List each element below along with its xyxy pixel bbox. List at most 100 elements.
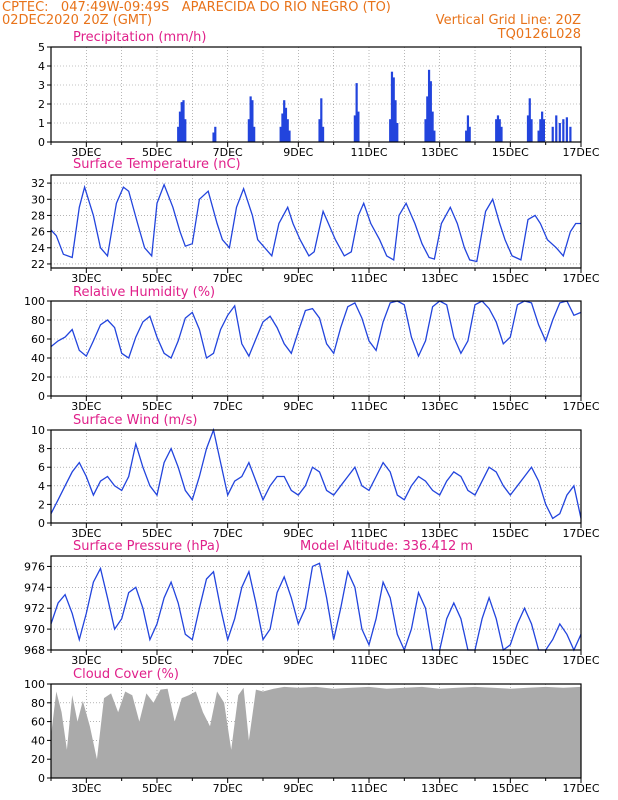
precip-bar <box>180 102 183 142</box>
x-tick-label: 13DEC <box>421 146 458 159</box>
precip-bar <box>212 132 215 142</box>
x-tick-label: 15DEC <box>492 146 529 159</box>
precip-bar <box>500 126 503 142</box>
precip-bar <box>433 130 436 142</box>
y-tick-label: 0 <box>38 390 45 403</box>
x-tick-label: 5DEC <box>142 527 172 540</box>
x-tick-label: 9DEC <box>283 782 313 795</box>
cloud-area <box>51 686 581 778</box>
y-tick-label: 100 <box>24 295 45 308</box>
panel-frame <box>50 683 582 779</box>
precip-bar <box>253 126 256 142</box>
precip-bar <box>468 126 471 142</box>
y-tick-label: 80 <box>31 314 45 327</box>
model-altitude: Model Altitude: 336.412 m <box>300 539 473 554</box>
y-tick-label: 2 <box>38 98 45 111</box>
y-tick-label: 60 <box>31 716 45 729</box>
x-tick-label: 15DEC <box>492 400 529 413</box>
precip-bar <box>214 126 217 142</box>
y-tick-label: 26 <box>31 226 45 239</box>
panel-frame <box>50 300 582 397</box>
x-tick-label: 11DEC <box>350 146 387 159</box>
y-tick-label: 2 <box>38 498 45 511</box>
precip-bar <box>555 115 558 142</box>
y-tick-label: 968 <box>24 644 45 657</box>
y-tick-label: 0 <box>38 517 45 530</box>
x-tick-label: 7DEC <box>213 782 243 795</box>
x-tick-label: 17DEC <box>562 782 599 795</box>
precip-bar <box>427 69 431 142</box>
x-tick-label: 9DEC <box>283 400 313 413</box>
precip-bar <box>426 96 429 142</box>
x-tick-label: 13DEC <box>421 400 458 413</box>
precip-bar <box>562 119 565 142</box>
x-tick-label: 3DEC <box>71 527 101 540</box>
precip-bar <box>184 119 187 142</box>
panel-title: Surface Pressure (hPa) <box>73 539 220 554</box>
precip-bar <box>466 115 470 142</box>
x-tick-label: 11DEC <box>350 527 387 540</box>
y-tick-label: 976 <box>24 560 45 573</box>
precip-bar <box>429 81 432 142</box>
precip-bar <box>558 123 561 142</box>
series-line <box>50 427 582 520</box>
precip-bar <box>394 100 397 142</box>
y-tick-label: 28 <box>31 209 45 222</box>
x-tick-label: 13DEC <box>421 272 458 285</box>
precip-bar <box>465 130 468 142</box>
y-tick-label: 6 <box>38 461 45 474</box>
panel-title: Surface Temperature (nC) <box>73 157 241 172</box>
precip-bar <box>178 111 182 142</box>
header-location: CPTEC: 047:49W-09:49S APARECIDA DO RIO N… <box>2 0 391 15</box>
panel-title: Cloud Cover (%) <box>73 667 179 682</box>
y-tick-label: 20 <box>31 753 45 766</box>
x-tick-label: 15DEC <box>492 782 529 795</box>
precip-bar <box>396 123 399 142</box>
precip-bar <box>247 119 250 142</box>
precip-bar <box>537 130 540 142</box>
x-tick-label: 5DEC <box>142 146 172 159</box>
precip-bar <box>542 119 545 142</box>
x-tick-label: 3DEC <box>71 272 101 285</box>
y-tick-label: 3 <box>38 79 45 92</box>
y-tick-label: 0 <box>38 136 45 149</box>
y-tick-label: 10 <box>31 424 45 437</box>
panel-title: Relative Humidity (%) <box>73 285 215 300</box>
panel-title: Precipitation (mm/h) <box>73 30 206 45</box>
precip-bar <box>182 100 185 142</box>
y-tick-label: 972 <box>24 602 45 615</box>
precip-bar <box>390 71 394 142</box>
x-tick-label: 7DEC <box>213 146 243 159</box>
precip-bar <box>251 100 254 142</box>
x-tick-label: 3DEC <box>71 146 101 159</box>
precip-bar <box>353 115 356 142</box>
y-tick-label: 100 <box>24 678 45 691</box>
x-tick-label: 17DEC <box>562 654 599 667</box>
x-tick-label: 7DEC <box>213 272 243 285</box>
precip-bar <box>569 126 572 142</box>
x-tick-label: 5DEC <box>142 400 172 413</box>
y-tick-label: 4 <box>38 60 45 73</box>
x-tick-label: 9DEC <box>283 654 313 667</box>
y-tick-label: 24 <box>31 242 45 255</box>
y-tick-label: 8 <box>38 443 45 456</box>
y-tick-label: 974 <box>24 581 45 594</box>
panel-frame <box>50 174 582 269</box>
header-grid-line: Vertical Grid Line: 20Z <box>435 13 581 28</box>
precip-bar <box>286 119 289 142</box>
precip-bar <box>249 96 252 142</box>
x-tick-label: 3DEC <box>71 782 101 795</box>
precip-bar <box>526 115 530 142</box>
precip-bar <box>551 126 554 142</box>
precip-bar <box>495 119 498 142</box>
x-tick-label: 9DEC <box>283 146 313 159</box>
y-tick-label: 40 <box>31 352 45 365</box>
y-tick-label: 970 <box>24 623 45 636</box>
y-tick-label: 32 <box>31 177 45 190</box>
header-date: 02DEC2020 20Z (GMT) <box>2 13 153 28</box>
x-tick-label: 9DEC <box>283 272 313 285</box>
x-tick-label: 3DEC <box>71 654 101 667</box>
panel-title: Surface Wind (m/s) <box>73 413 197 428</box>
precip-bar <box>288 130 291 142</box>
